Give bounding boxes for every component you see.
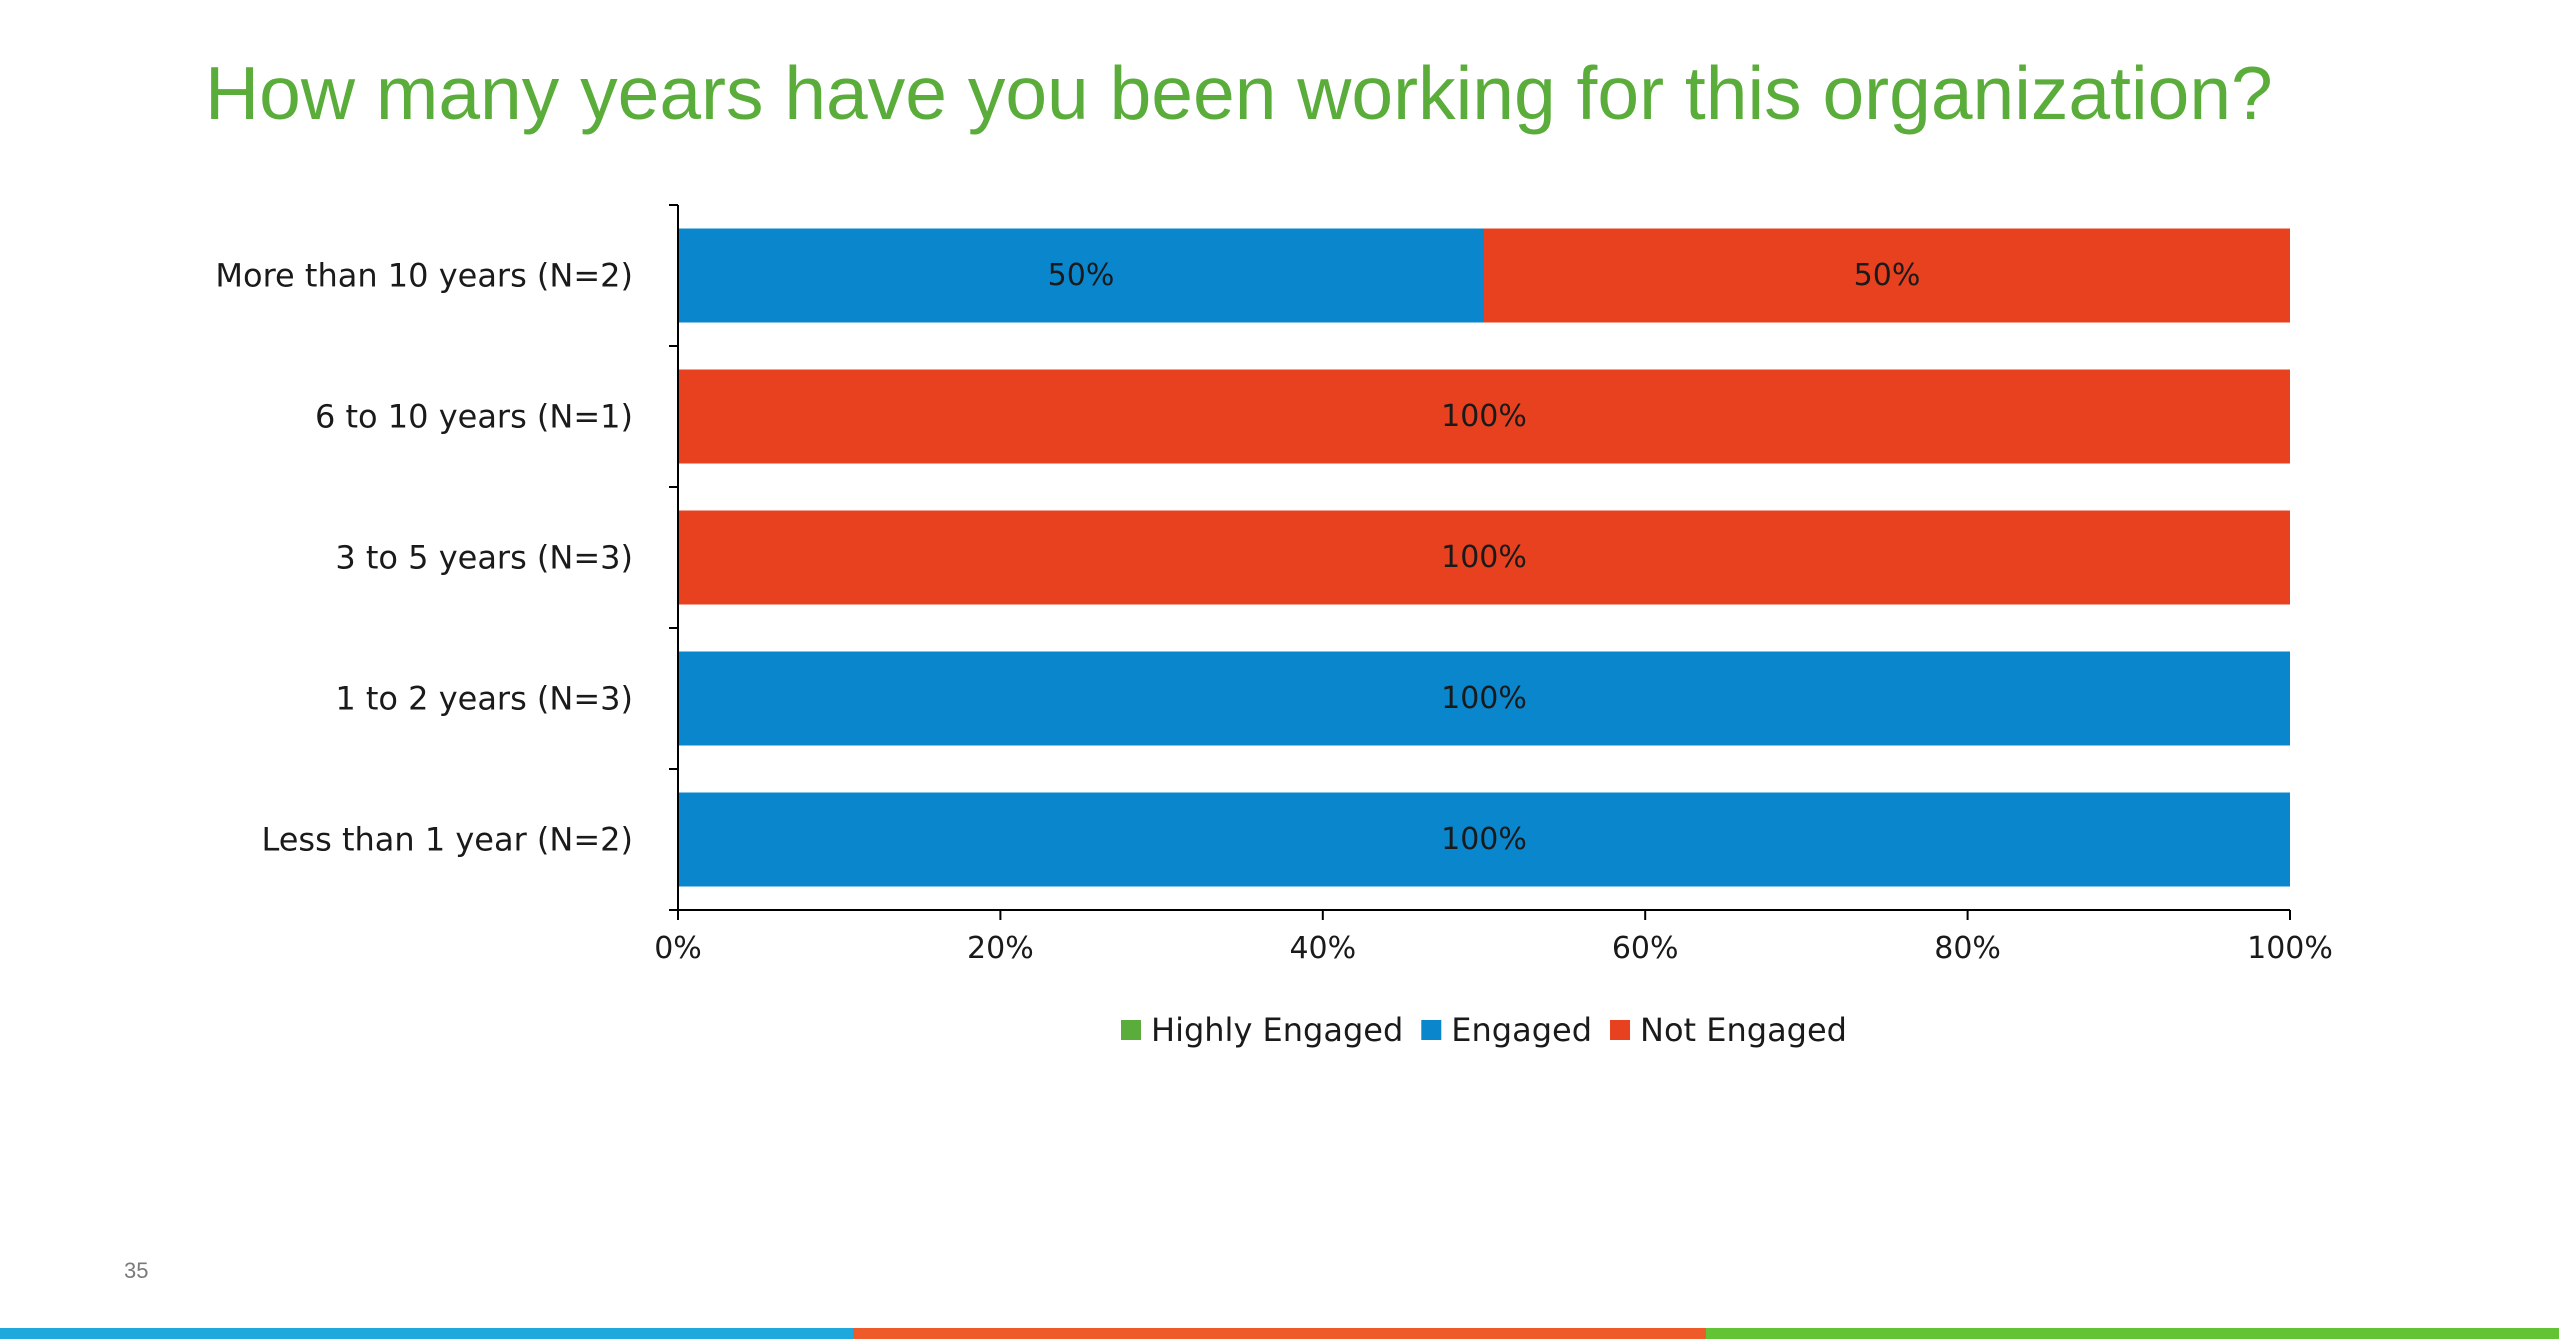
- legend-swatch: [1121, 1020, 1142, 1040]
- category-label: 3 to 5 years (N=3): [335, 539, 633, 577]
- bar-segment: [678, 792, 2290, 887]
- slide-title: How many years have you been working for…: [205, 51, 2273, 135]
- bar-segment: [678, 651, 2290, 746]
- footer-stripe-segment-blue: [0, 1328, 853, 1339]
- footer-stripe-segment-orange: [853, 1328, 1706, 1339]
- x-tick-label: 40%: [1289, 931, 1356, 966]
- x-tick-label: 80%: [1934, 931, 2001, 966]
- bar-data-label: 100%: [1441, 822, 1527, 857]
- axes-layer: More than 10 years (N=2) 6 to 10 years (N…: [215, 204, 2333, 966]
- bar-data-label: 100%: [1441, 540, 1527, 575]
- category-label: 1 to 2 years (N=3): [335, 680, 633, 718]
- bar-data-label: 100%: [1441, 681, 1527, 716]
- category-label: 6 to 10 years (N=1): [315, 398, 633, 436]
- legend-label: Not Engaged: [1640, 1011, 1847, 1049]
- bar-segment: [678, 369, 2290, 464]
- category-label: Less than 1 year (N=2): [261, 821, 633, 859]
- page-number: 35: [124, 1258, 149, 1283]
- legend-label: Highly Engaged: [1151, 1011, 1403, 1049]
- bar-data-label: 50%: [1048, 258, 1115, 293]
- category-label: More than 10 years (N=2): [215, 257, 633, 295]
- legend: Highly Engaged Engaged Not Engaged: [1121, 1011, 1847, 1049]
- bar-data-label: 100%: [1441, 399, 1527, 434]
- legend-label: Engaged: [1451, 1011, 1592, 1049]
- x-tick-label: 60%: [1612, 931, 1679, 966]
- legend-item: Highly Engaged: [1121, 1011, 1403, 1049]
- bars-layer: [678, 228, 2290, 887]
- x-tick-label: 0%: [654, 931, 702, 966]
- legend-item: Not Engaged: [1610, 1011, 1847, 1049]
- bar-segment: [1484, 228, 2290, 323]
- bar-segment: [678, 228, 1484, 323]
- legend-swatch: [1610, 1020, 1631, 1040]
- legend-item: Engaged: [1421, 1011, 1592, 1049]
- data-labels-layer: 50% 50% 100% 100% 100% 100%: [1048, 258, 1921, 857]
- x-tick-label: 100%: [2247, 931, 2333, 966]
- footer-stripe-segment-green: [1706, 1328, 2559, 1339]
- x-tick-label: 20%: [967, 931, 1034, 966]
- bar-data-label: 50%: [1854, 258, 1921, 293]
- bar-segment: [678, 510, 2290, 605]
- footer-stripe: [0, 1328, 2559, 1339]
- legend-swatch: [1421, 1020, 1442, 1040]
